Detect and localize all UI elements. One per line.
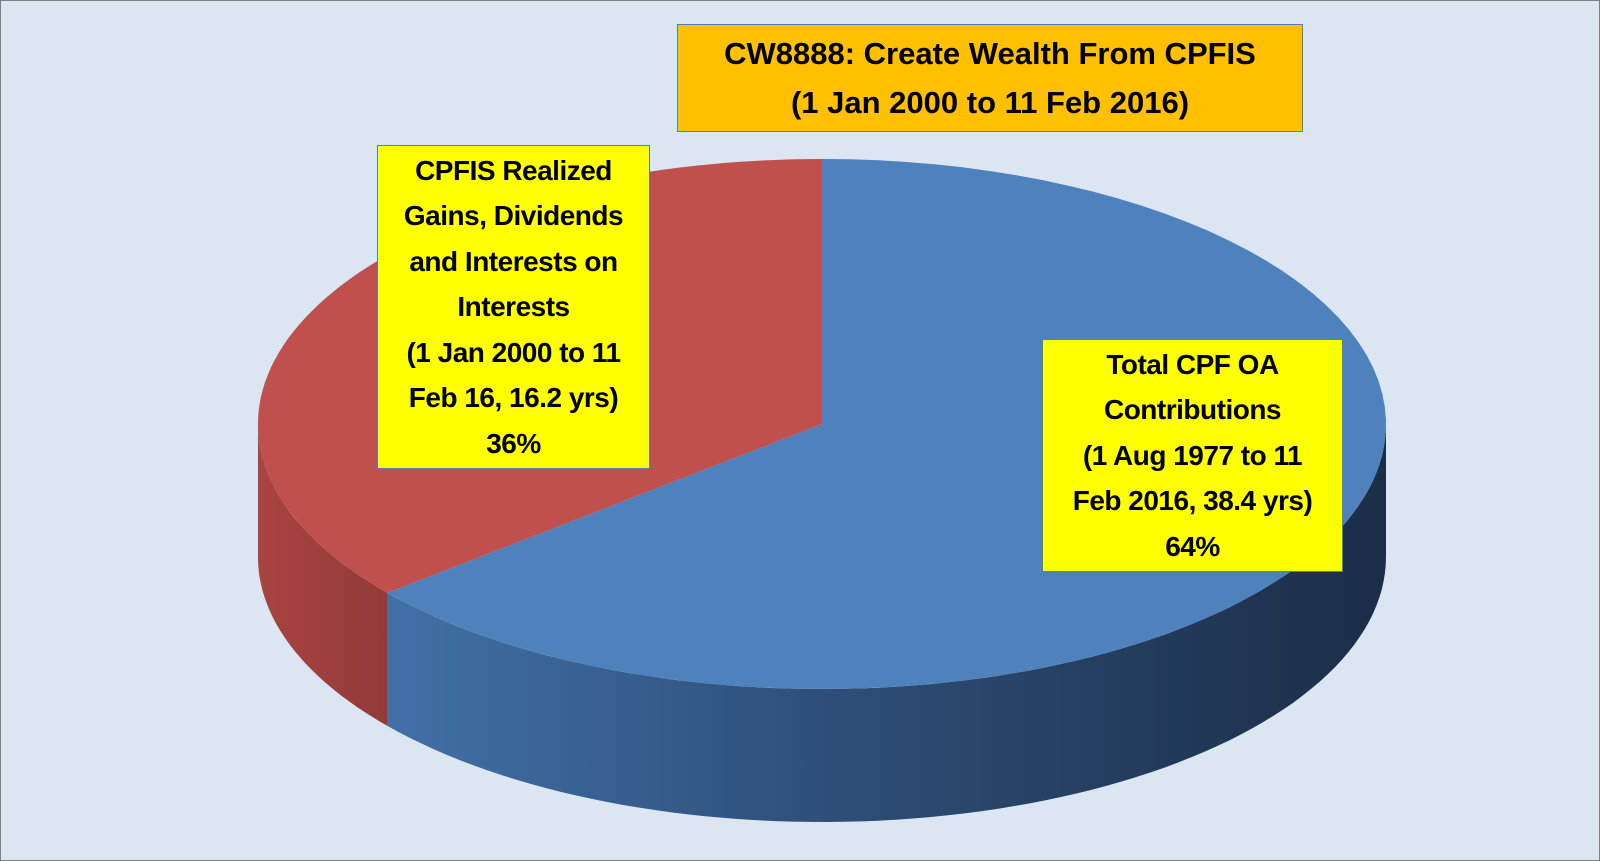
label-percent: 64%	[1165, 530, 1220, 562]
chart-title: CW8888: Create Wealth From CPFIS (1 Jan …	[677, 24, 1303, 132]
label-line: Contributions	[1103, 394, 1282, 426]
label-line: CPFIS Realized	[415, 154, 612, 186]
data-label-blue-slice: Total CPF OA Contributions (1 Aug 1977 t…	[1042, 339, 1343, 572]
label-percent: 36%	[486, 427, 541, 459]
label-line: (1 Jan 2000 to 11	[406, 336, 621, 368]
label-line: Feb 16, 16.2 yrs)	[408, 382, 619, 414]
label-line: Gains, Dividends	[403, 200, 624, 232]
data-label-red-slice: CPFIS Realized Gains, Dividends and Inte…	[377, 145, 650, 469]
subtitle-line: (1 Jan 2000 to 11 Feb 2016)	[790, 85, 1190, 120]
label-line: Total CPF OA	[1106, 348, 1279, 380]
pie-side-red	[258, 424, 388, 726]
label-line: Interests	[457, 291, 570, 323]
title-line: CW8888: Create Wealth From CPFIS	[724, 36, 1256, 71]
pie-side-blue	[387, 424, 1386, 822]
label-line: and Interests on	[409, 245, 618, 277]
label-line: (1 Aug 1977 to 11	[1082, 439, 1303, 471]
label-line: Feb 2016, 38.4 yrs)	[1072, 485, 1313, 517]
